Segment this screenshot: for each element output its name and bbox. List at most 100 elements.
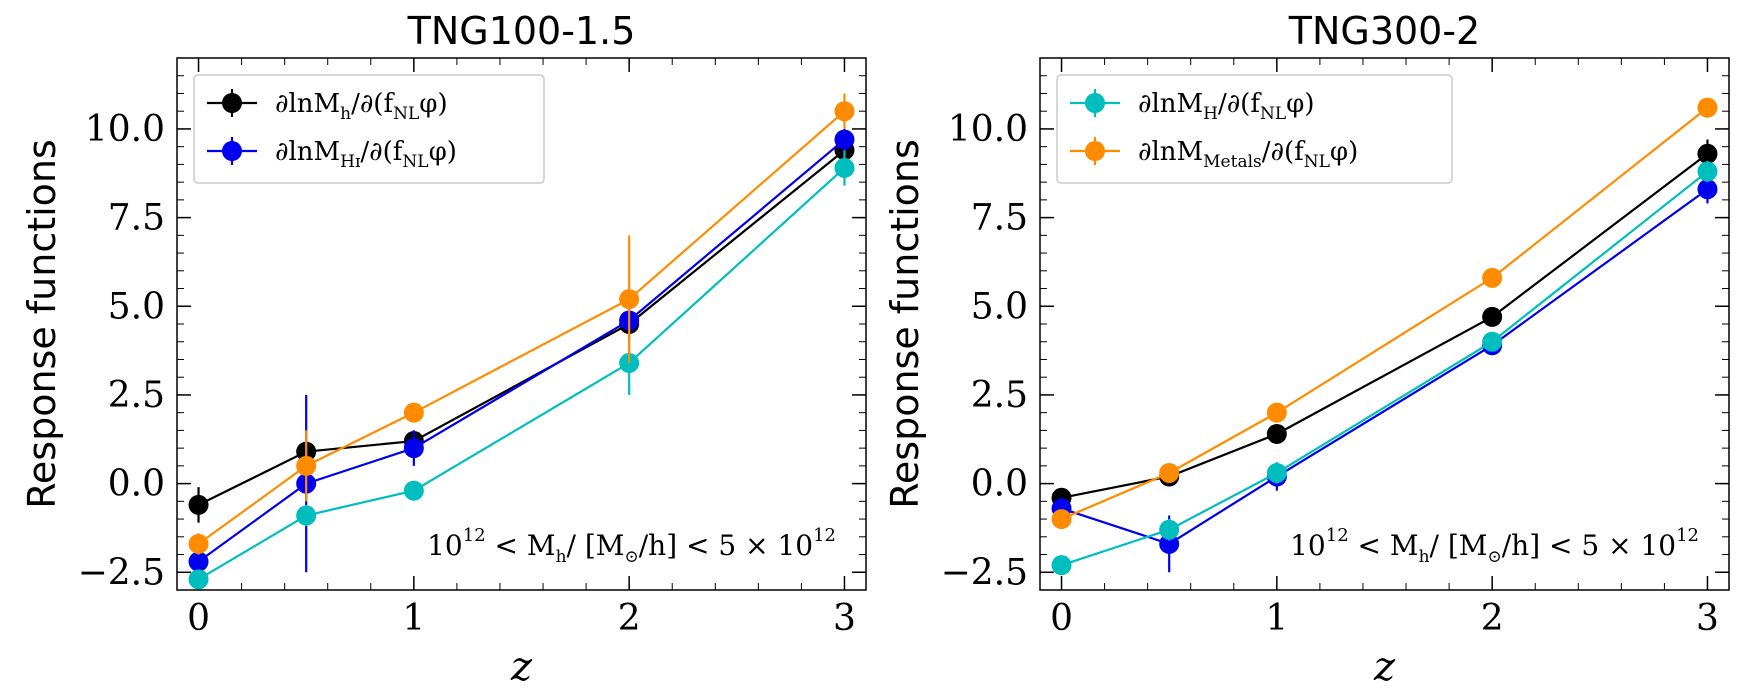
data-point (296, 505, 317, 526)
x-tick-label: 2 (618, 598, 641, 639)
legend-marker (222, 141, 242, 161)
series-1 (188, 139, 855, 523)
x-tick-label: 3 (1696, 598, 1719, 639)
data-point (1697, 161, 1718, 182)
legend-label-end: φ) (419, 89, 447, 119)
legend-label-sub: Hɪ (340, 152, 361, 172)
chart-panel-2: TNG300-2 Response functions z −2.5 0.0 2.5 5.0… (883, 9, 1730, 690)
data-point (834, 101, 855, 122)
annot-part: / [M (567, 529, 625, 562)
data-point (403, 438, 424, 459)
legend-label-end: φ) (1286, 89, 1314, 119)
chart-panel-1: TNG100-1.5 Response functions z −2.5 0.0 2.5 5… (20, 9, 867, 690)
legend-label: ∂lnMHɪ/∂(fNLφ) (275, 137, 457, 172)
data-point (1266, 423, 1287, 444)
legend-label-main: ∂lnM (275, 89, 340, 119)
legend-label-main: ∂lnM (275, 137, 340, 167)
legend-label-sub: H (1203, 104, 1218, 124)
legend-label-main: ∂lnM (1138, 89, 1203, 119)
x-tick-label: 0 (187, 598, 210, 639)
mass-range-annotation: 1012 < Mh/ [M⊙/h] < 5 × 1012 (1290, 525, 1699, 567)
annot-part: h (1419, 547, 1430, 567)
annot-part: 12 (1326, 525, 1349, 546)
annot-part: / [M (1430, 529, 1488, 562)
series-line (1061, 152, 1709, 499)
series-3 (1051, 160, 1718, 576)
y-tick-label: 0.0 (971, 464, 1028, 505)
data-point (1159, 462, 1180, 483)
annot-part: /h] < 5 × 10 (639, 529, 813, 562)
annot-part: 12 (463, 525, 486, 546)
y-tick-label: 10.0 (948, 109, 1028, 150)
data-point (188, 551, 209, 572)
y-tick-label: −2.5 (78, 552, 165, 593)
y-axis-label: Response functions (20, 139, 64, 509)
mass-range-annotation: 1012 < Mh/ [M⊙/h] < 5 × 1012 (427, 525, 836, 567)
plot-frame (1039, 57, 1730, 591)
data-point (1159, 519, 1180, 540)
legend-marker (222, 93, 242, 113)
data-point (403, 402, 424, 423)
annot-part: 12 (1676, 525, 1699, 546)
data-point (188, 533, 209, 554)
legend-label-end: φ) (429, 137, 457, 167)
series-4 (1051, 97, 1718, 530)
x-axis-label: z (1373, 644, 1396, 690)
data-point (1482, 306, 1503, 327)
y-tick-label: −2.5 (941, 552, 1028, 593)
legend: ∂lnMH/∂(fNLφ)∂lnMMetals/∂(fNLφ) (1056, 74, 1453, 184)
x-tick-label: 1 (402, 598, 425, 639)
chart-title: TNG100-1.5 (407, 9, 636, 53)
data-point (1051, 555, 1072, 576)
legend: ∂lnMh/∂(fNLφ)∂lnMHɪ/∂(fNLφ) (193, 74, 545, 184)
series-4 (188, 93, 855, 555)
x-tick-label: 3 (833, 598, 856, 639)
data-point (188, 569, 209, 590)
x-tick-label: 1 (1265, 598, 1288, 639)
annot-part: < M (1349, 529, 1419, 562)
legend-box (193, 74, 545, 184)
y-tick-label: 5.0 (971, 286, 1028, 327)
y-tick-label: 2.5 (971, 375, 1028, 416)
y-tick-label: 5.0 (108, 286, 165, 327)
legend-marker (1085, 93, 1105, 113)
x-tick-label: 2 (1481, 598, 1504, 639)
legend-label-sub: Metals (1203, 152, 1262, 172)
legend-label-end: φ) (1330, 137, 1358, 167)
data-point (834, 157, 855, 178)
series-1 (1051, 139, 1718, 508)
y-tick-label: 10.0 (85, 109, 165, 150)
annot-part: 10 (427, 529, 463, 562)
data-point (1051, 509, 1072, 530)
y-axis-label: Response functions (883, 139, 927, 509)
legend-label-sub2: NL (1260, 104, 1286, 124)
annot-part: 10 (1290, 529, 1326, 562)
series-2 (1051, 175, 1718, 573)
legend-label-sub2: NL (393, 104, 419, 124)
legend-label-rest: /∂(f (360, 137, 404, 167)
y-tick-label: 2.5 (108, 375, 165, 416)
annot-part: /h] < 5 × 10 (1502, 529, 1676, 562)
data-point (1482, 331, 1503, 352)
legend-label-main: ∂lnM (1138, 137, 1203, 167)
series-line (197, 138, 846, 563)
y-tick-label: 7.5 (971, 198, 1028, 239)
legend-label-sub2: NL (1304, 152, 1330, 172)
y-tick-label: 7.5 (108, 198, 165, 239)
data-point (1266, 402, 1287, 423)
series-line (198, 149, 846, 506)
annot-part: ⊙ (1487, 547, 1501, 567)
annot-part: < M (486, 529, 556, 562)
data-point (1697, 97, 1718, 118)
data-point (834, 129, 855, 150)
legend-label-rest: /∂(f (1218, 89, 1262, 119)
data-point (1159, 533, 1180, 554)
y-tick-label: 0.0 (108, 464, 165, 505)
annot-part: h (556, 547, 567, 567)
series-line (1061, 188, 1709, 546)
data-point (619, 289, 640, 310)
legend-box (1056, 74, 1453, 184)
data-point (188, 494, 209, 515)
data-point (1697, 143, 1718, 164)
